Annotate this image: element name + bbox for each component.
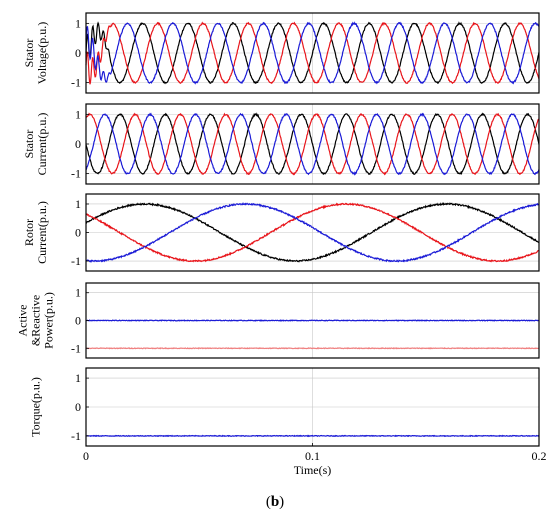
series-blue-line: [85, 112, 540, 176]
y-tick-label: 0: [75, 400, 81, 414]
y-tick-label: 1: [75, 197, 81, 211]
y-axis-label: Voltage(p.u.): [35, 22, 49, 84]
y-axis-label: Power(p.u.): [41, 292, 55, 349]
y-tick-label: -1: [71, 76, 81, 90]
y-tick-label: 0: [75, 137, 81, 151]
x-tick-label: 0.2: [532, 449, 547, 463]
y-tick-label: 1: [75, 16, 81, 30]
y-tick-label: -1: [71, 167, 81, 181]
y-tick-label: 1: [75, 286, 81, 300]
y-tick-label: 0: [75, 226, 81, 240]
y-axis-label: Stator: [22, 130, 36, 159]
y-tick-label: 0: [75, 46, 81, 60]
series-red-line: [85, 21, 540, 85]
panel-5: 1 0 -1 Torque(p.u.): [28, 367, 540, 447]
x-axis-label: Time(s): [294, 463, 332, 477]
series-blue-line: [85, 202, 540, 263]
y-tick-label: -1: [71, 429, 81, 443]
x-tick-label: 0: [83, 449, 89, 463]
series-blue-line: [85, 434, 540, 438]
series-red-line: [85, 112, 540, 176]
panel-4: 1 0 -1 Active &Reactive Power(p.u.): [15, 282, 540, 359]
y-axis-label: Current(p.u.): [35, 201, 49, 264]
panel-2: 1 0 -1 Stator Current(p.u.): [22, 103, 540, 185]
panel-1: 1 0 -1 Stator Voltage(p.u.): [22, 12, 540, 94]
series-black-line: [85, 21, 540, 85]
y-axis-label: &Reactive: [28, 295, 42, 346]
series-blue-line: [85, 319, 540, 322]
y-axis-label: Stator: [22, 39, 36, 68]
series-pink-line: [85, 347, 540, 350]
y-axis-label: Rotor: [22, 219, 36, 246]
panel-3: 1 0 -1 Rotor Current(p.u.): [22, 193, 540, 272]
caption-letter: b: [270, 494, 280, 510]
figure-caption: (b): [265, 494, 285, 510]
series-black-line: [85, 202, 540, 263]
y-axis-label: Torque(p.u.): [28, 377, 42, 437]
y-tick-label: 1: [75, 107, 81, 121]
series-black-line: [85, 112, 540, 176]
y-axis-label: Current(p.u.): [35, 113, 49, 176]
y-tick-label: 1: [75, 371, 81, 385]
y-tick-label: -1: [71, 254, 81, 268]
y-axis-label: Active: [15, 305, 29, 337]
x-tick-label: 0.1: [305, 449, 320, 463]
y-tick-label: -1: [71, 341, 81, 355]
series-red-line: [85, 202, 540, 263]
y-tick-label: 0: [75, 314, 81, 328]
series-blue-line: [85, 21, 540, 85]
